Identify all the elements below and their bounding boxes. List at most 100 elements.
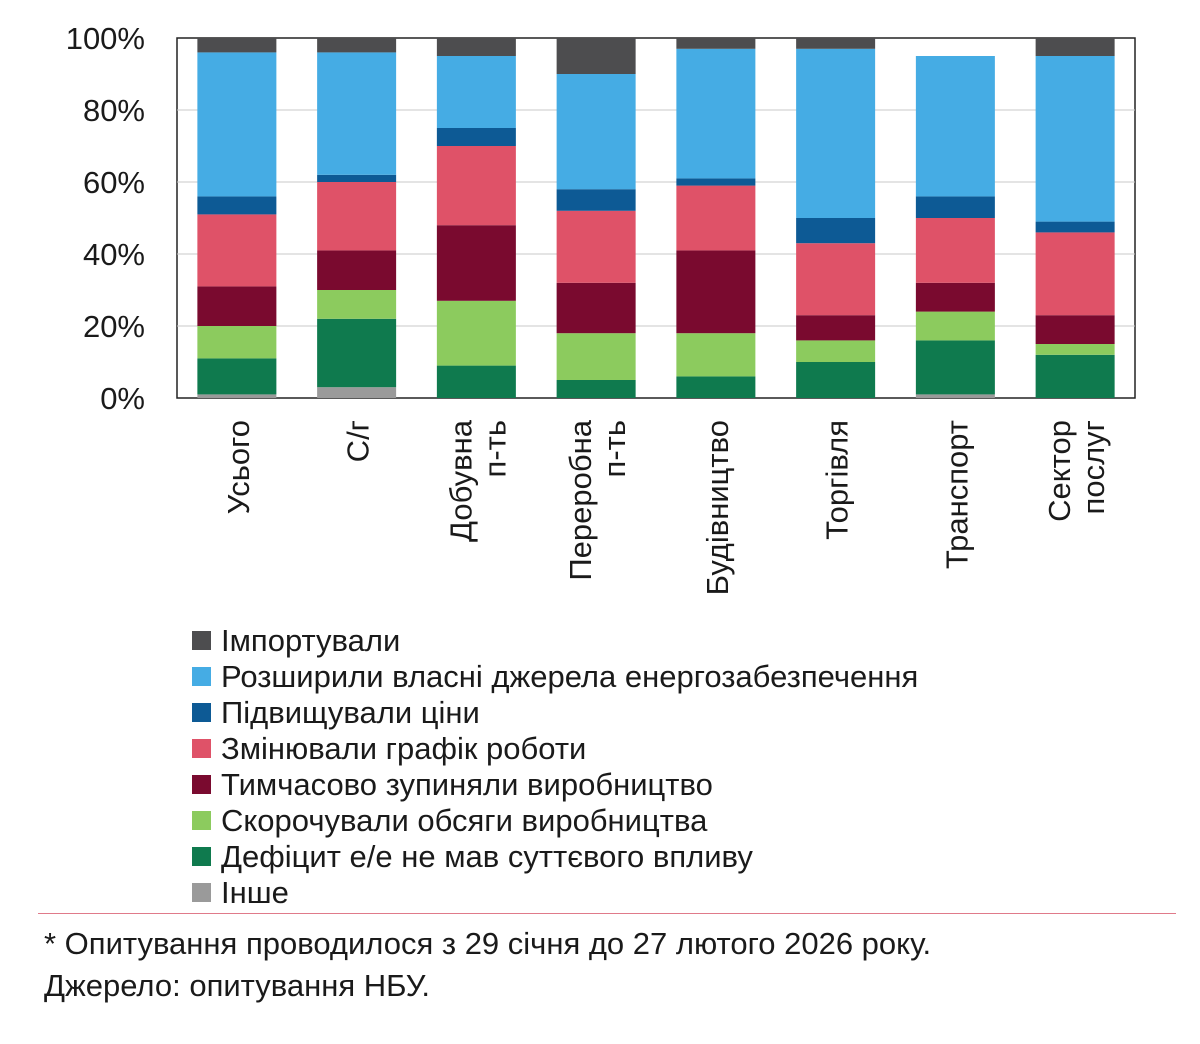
- bar-segment: [915, 218, 995, 283]
- bar-segment: [556, 333, 636, 380]
- bar-segment: [197, 214, 277, 287]
- x-tick-label-line: Переробна: [563, 419, 598, 580]
- x-tick-label-line: п-ть: [477, 420, 512, 477]
- bar-segment: [197, 394, 277, 398]
- bar-segment: [197, 38, 277, 53]
- survey-footnote: * Опитування проводилося з 29 січня до 2…: [44, 926, 932, 961]
- bar-segment: [317, 52, 397, 175]
- legend-label: Підвищували ціни: [221, 695, 480, 730]
- bar-segment: [676, 376, 756, 398]
- bar-segment: [317, 174, 397, 182]
- bar-segment: [436, 38, 516, 56]
- bar-segment: [317, 38, 397, 53]
- bar-segment: [796, 315, 876, 341]
- legend-swatch: [192, 847, 211, 866]
- bar-segment: [436, 300, 516, 366]
- bar-segment: [676, 38, 756, 49]
- bar-segment: [436, 128, 516, 146]
- bar-segment: [796, 48, 876, 218]
- legend-swatch: [192, 811, 211, 830]
- bar-segment: [197, 326, 277, 359]
- x-tick-label-line: Сектор: [1042, 420, 1077, 522]
- x-tick-label-line: Добувна: [443, 419, 478, 542]
- x-tick-label-line: п-ть: [597, 420, 632, 477]
- bar-segment: [1035, 38, 1115, 56]
- footnote-divider: [38, 913, 1176, 914]
- bar-segment: [676, 185, 756, 251]
- bar-segment: [436, 146, 516, 226]
- x-tick-label: Торгівля: [820, 420, 855, 540]
- bar-segment: [556, 282, 636, 334]
- bar-segment: [915, 56, 995, 197]
- legend-label: Розширили власні джерела енергозабезпече…: [221, 659, 918, 694]
- bar-segment: [317, 290, 397, 319]
- bar-segment: [556, 189, 636, 211]
- source-note: Джерело: опитування НБУ.: [44, 968, 430, 1003]
- bar-segment: [915, 196, 995, 218]
- bar-segment: [915, 394, 995, 398]
- legend-label: Імпортували: [221, 623, 400, 658]
- legend-swatch: [192, 775, 211, 794]
- x-tick-label: С/г: [341, 420, 376, 462]
- bar-segment: [197, 196, 277, 215]
- x-tick-label-line: Будівництво: [700, 420, 735, 595]
- y-tick-label: 20%: [83, 309, 145, 344]
- x-tick-label: Транспорт: [939, 420, 974, 569]
- chart-canvas: 0%20%40%60%80%100%Усього С/г Добувнап-ть Пе…: [66, 21, 1136, 910]
- bar-segment: [796, 38, 876, 49]
- legend-label: Інше: [221, 875, 289, 905]
- bar-segment: [317, 250, 397, 290]
- bar-segment: [197, 52, 277, 197]
- bar-segment: [556, 210, 636, 283]
- x-tick-label: Добувнап-ть: [443, 419, 512, 542]
- bar-segment: [436, 365, 516, 398]
- legend-label: Тимчасово зупиняли виробництво: [221, 767, 713, 802]
- x-tick-label-line: Торгівля: [820, 420, 855, 540]
- bar-segment: [197, 358, 277, 395]
- bar-segment: [796, 218, 876, 244]
- bar-segment: [1035, 56, 1115, 222]
- y-tick-label: 60%: [83, 165, 145, 200]
- bar-segment: [436, 225, 516, 301]
- bar-segment: [676, 178, 756, 186]
- legend-label: Скорочували обсяги виробництва: [221, 803, 708, 838]
- bar-segment: [1035, 354, 1115, 398]
- bar-segment: [796, 340, 876, 362]
- bar-segment: [436, 56, 516, 128]
- bar-segment: [915, 311, 995, 341]
- bar-segment: [676, 250, 756, 334]
- bar-segment: [796, 362, 876, 398]
- bar-segment: [317, 182, 397, 251]
- x-tick-label-line: С/г: [341, 420, 376, 462]
- bar-segment: [796, 243, 876, 316]
- legend-swatch: [192, 739, 211, 758]
- bar-segment: [556, 38, 636, 74]
- x-tick-label: Будівництво: [700, 420, 735, 595]
- y-tick-label: 80%: [83, 93, 145, 128]
- legend-swatch: [192, 667, 211, 686]
- bar-segment: [1035, 344, 1115, 355]
- y-tick-label: 100%: [66, 21, 145, 56]
- legend-swatch: [192, 703, 211, 722]
- x-tick-label: Секторпослуг: [1042, 420, 1111, 522]
- legend-swatch: [192, 631, 211, 650]
- bar-segment: [1035, 315, 1115, 344]
- bar-segment: [197, 286, 277, 326]
- x-tick-label: Усього: [221, 420, 256, 514]
- bar-segment: [1035, 232, 1115, 316]
- legend-label: Змінювали графік роботи: [221, 731, 586, 766]
- x-tick-label-line: послуг: [1076, 420, 1111, 514]
- bar-segment: [556, 74, 636, 190]
- legend-label: Дефіцит е/е не мав суттєвого впливу: [221, 839, 753, 874]
- bar-segment: [915, 282, 995, 312]
- bar-segment: [676, 333, 756, 377]
- bar-segment: [556, 380, 636, 398]
- x-tick-label: Переробнап-ть: [563, 419, 632, 580]
- y-tick-label: 40%: [83, 237, 145, 272]
- bar-segment: [317, 318, 397, 388]
- bar-segment: [915, 340, 995, 395]
- y-tick-label: 0%: [100, 381, 145, 416]
- x-tick-label-line: Транспорт: [939, 420, 974, 569]
- bar-segment: [317, 387, 397, 398]
